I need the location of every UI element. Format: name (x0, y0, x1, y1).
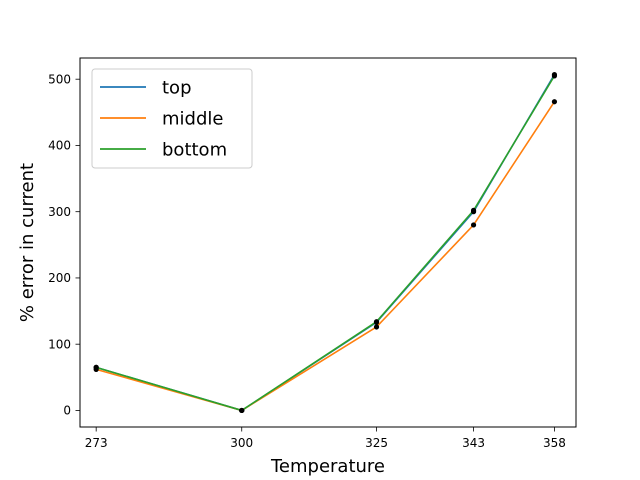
legend-label-bottom: bottom (162, 140, 227, 161)
legend-box (91, 68, 253, 169)
marker-layer (93, 71, 558, 414)
y-tick-label: 400 (48, 139, 71, 153)
y-axis: 0 100 200 300 400 500 (48, 72, 80, 418)
data-point-bottom-0 (93, 364, 99, 370)
data-point-middle-2 (373, 324, 380, 330)
data-point-bottom-1 (239, 407, 245, 414)
data-point-bottom-3 (470, 207, 477, 213)
x-tick-label: 300 (230, 436, 253, 450)
y-axis-title: % error in current (17, 163, 38, 322)
y-tick-label: 300 (48, 205, 71, 219)
data-point-middle-4 (551, 99, 558, 105)
x-tick-label: 325 (365, 436, 388, 450)
data-point-middle-3 (470, 222, 477, 228)
x-tick-label: 273 (85, 436, 108, 450)
legend-label-middle: middle (162, 109, 223, 130)
x-tick-label: 358 (543, 436, 566, 450)
x-tick-label: 343 (462, 436, 485, 450)
data-point-bottom-4 (551, 73, 558, 79)
data-point-bottom-2 (373, 319, 380, 325)
x-axis-title: Temperature (270, 456, 385, 477)
y-tick-label: 100 (48, 337, 71, 351)
y-tick-label: 500 (48, 72, 71, 86)
y-tick-label: 0 (63, 404, 71, 418)
x-axis: 273 300 325 343 358 (85, 427, 566, 450)
legend-entries: top middle bottom (100, 78, 227, 161)
legend-label-top: top (162, 78, 192, 99)
y-tick-label: 200 (48, 271, 71, 285)
plot-frame (79, 57, 577, 428)
legend: top middle bottom (91, 68, 253, 169)
